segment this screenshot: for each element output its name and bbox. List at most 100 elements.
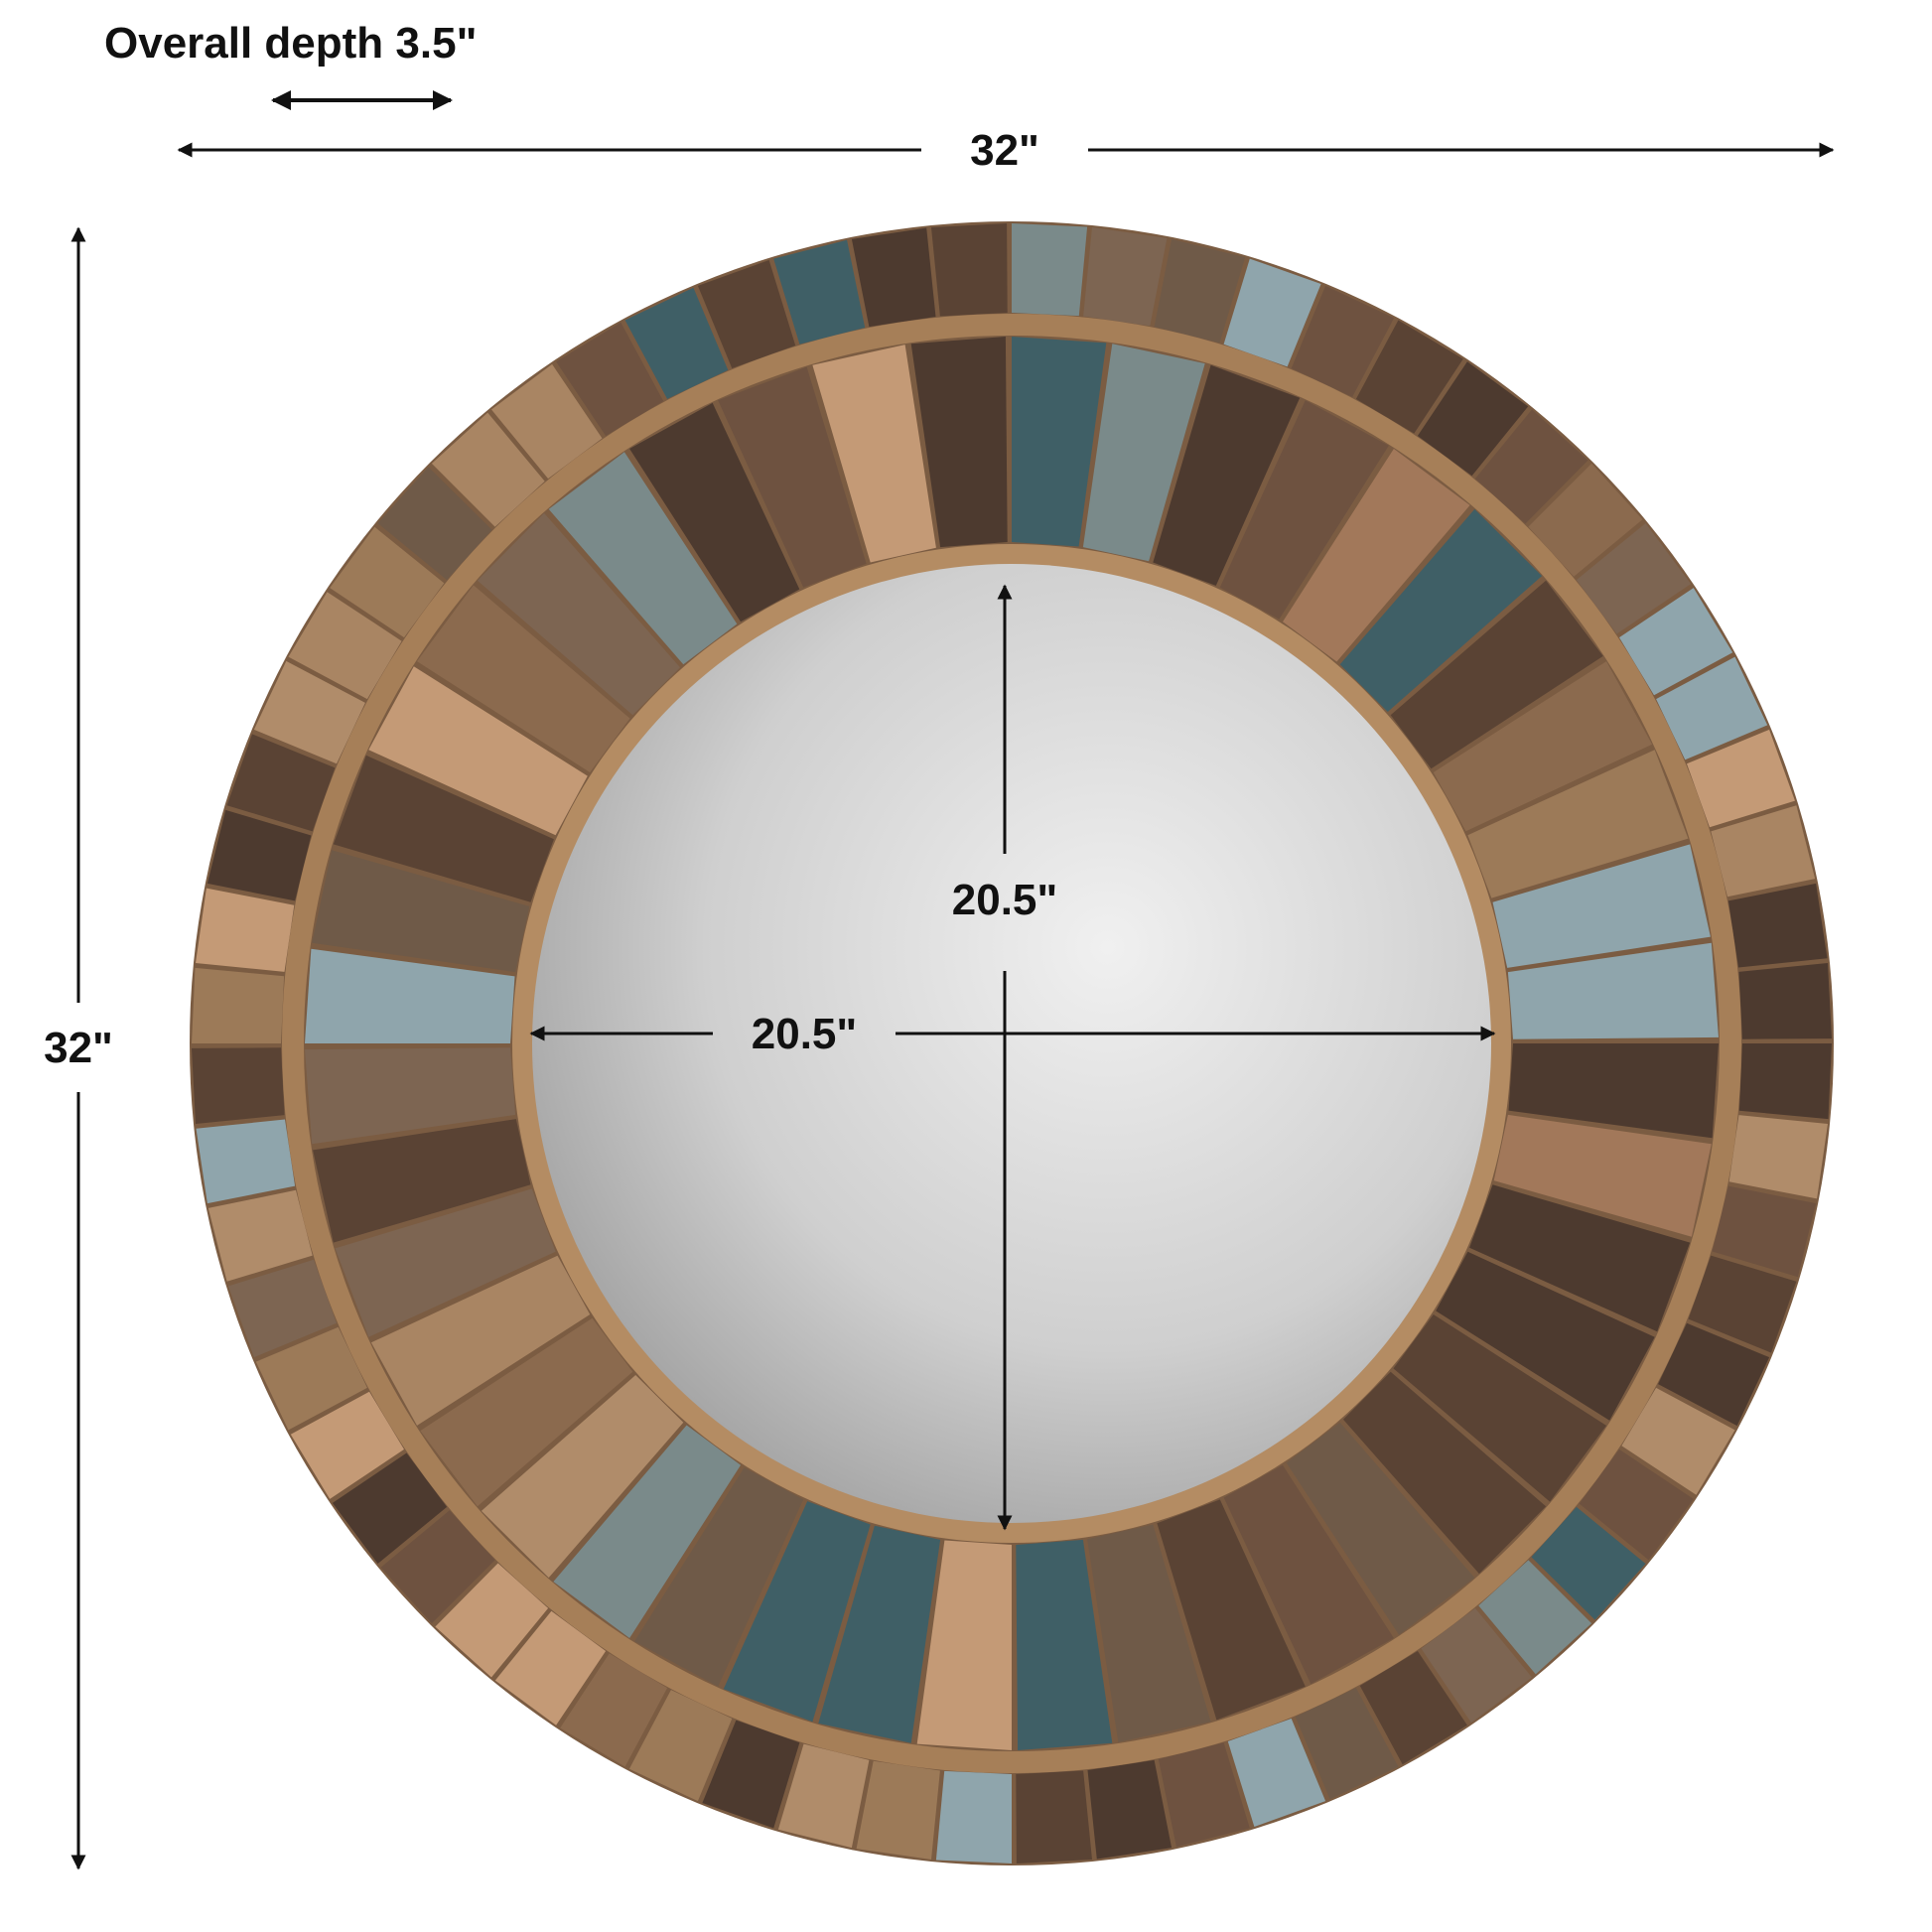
wood-plank [851, 227, 936, 328]
wood-plank [1421, 1607, 1532, 1724]
wood-plank [856, 1760, 940, 1860]
wood-plank [290, 1391, 404, 1499]
wood-plank [1393, 1314, 1606, 1502]
wood-plank [1158, 1742, 1250, 1848]
wood-plank [697, 260, 796, 368]
wood-plank [773, 239, 866, 345]
wood-plank [935, 1770, 1012, 1863]
wood-plank [228, 1259, 337, 1358]
wood-plank [1738, 1043, 1832, 1120]
wood-plank [1433, 661, 1653, 832]
wood-plank [1153, 364, 1301, 586]
wood-plank [253, 660, 365, 764]
wood-plank [1727, 883, 1828, 968]
wood-plank [812, 345, 936, 563]
wood-plank [1478, 1560, 1592, 1675]
wood-plank [305, 948, 515, 1043]
wood-plank [477, 512, 680, 716]
wood-plank [417, 585, 630, 772]
wood-plank [1656, 656, 1768, 760]
wood-plank [718, 366, 867, 588]
wood-plank [702, 1720, 800, 1829]
wood-plank [494, 1610, 607, 1725]
wood-plank [313, 1119, 531, 1243]
wood-plank [1531, 1506, 1646, 1620]
wood-plank [226, 734, 336, 832]
wood-plank [628, 1690, 733, 1802]
raised-rim [282, 314, 1741, 1773]
wood-plank [818, 1525, 941, 1743]
wood-plank [553, 1425, 741, 1638]
wood-plank [1658, 1322, 1770, 1427]
wood-plank [1474, 409, 1588, 524]
wood-plank [1467, 750, 1689, 898]
wood-plank [1728, 1115, 1828, 1199]
wood-plank [1712, 1185, 1817, 1278]
wood-plank [192, 967, 285, 1043]
wood-plank [1492, 844, 1711, 968]
wood-plank [1507, 942, 1719, 1039]
wood-plank [910, 337, 1008, 548]
mirror-width-label: 20.5" [752, 1010, 858, 1058]
wood-plank [380, 1510, 495, 1624]
wood-plank [1295, 1688, 1399, 1800]
wood-plank [1688, 1255, 1797, 1353]
wood-plank [1417, 361, 1529, 477]
wood-plank [1227, 1719, 1326, 1827]
wood-plank [1219, 400, 1389, 620]
wood-plank [1016, 1770, 1092, 1863]
mirror-glass [532, 564, 1491, 1523]
wood-plank [368, 666, 588, 836]
wood-plank [312, 850, 530, 973]
wood-plank [207, 809, 312, 901]
wood-plank [1343, 1371, 1547, 1575]
wood-plank [377, 467, 492, 581]
wood-plank [1157, 1499, 1306, 1721]
wood-plank [1012, 223, 1088, 317]
wood-plank [556, 322, 664, 436]
wood-plank [1339, 508, 1543, 712]
wood-plank [1286, 1422, 1475, 1635]
wood-plank [916, 1540, 1012, 1750]
wood-plank [1619, 588, 1733, 696]
wood-plank [481, 1375, 684, 1579]
wood-plank [1687, 729, 1795, 828]
overall-depth-label: Overall depth 3.5" [104, 19, 477, 68]
wood-plank [931, 223, 1008, 317]
wood-plank [196, 888, 295, 972]
wood-plank [330, 526, 445, 638]
wood-plank [1082, 344, 1205, 562]
wood-plank [288, 592, 402, 700]
wood-plank [1579, 1449, 1694, 1561]
wood-plank [1528, 463, 1643, 577]
wood-plank [1223, 1464, 1394, 1685]
wood-plank [1469, 1184, 1691, 1332]
wood-plank [207, 1189, 313, 1282]
overall-width-label: 32" [970, 126, 1039, 175]
round-wood-mirror [190, 221, 1834, 1865]
wood-plank [1291, 285, 1395, 397]
wood-plank [1283, 449, 1470, 662]
wood-plank [192, 1047, 285, 1124]
wood-plank [1359, 1651, 1467, 1765]
wood-plank [1493, 1114, 1712, 1237]
wood-plank [629, 402, 800, 622]
wood-plank [723, 1501, 871, 1723]
wood-plank [1083, 227, 1168, 327]
overall-height-label: 32" [44, 1024, 113, 1072]
wood-plank [305, 1047, 516, 1145]
wood-plank [560, 1653, 668, 1767]
wood-plank [196, 1119, 296, 1204]
wood-plank [1154, 238, 1246, 344]
wood-plank [1016, 1539, 1113, 1750]
wood-plank [624, 287, 729, 399]
wood-plank [1012, 337, 1107, 547]
wood-plank [1436, 1251, 1655, 1421]
wood-plank [420, 1317, 633, 1507]
wood-plank [431, 412, 545, 527]
wood-plank [1355, 320, 1463, 434]
wood-plank [370, 1255, 591, 1426]
wood-plank [1087, 1759, 1173, 1860]
wood-plank [777, 1743, 870, 1849]
